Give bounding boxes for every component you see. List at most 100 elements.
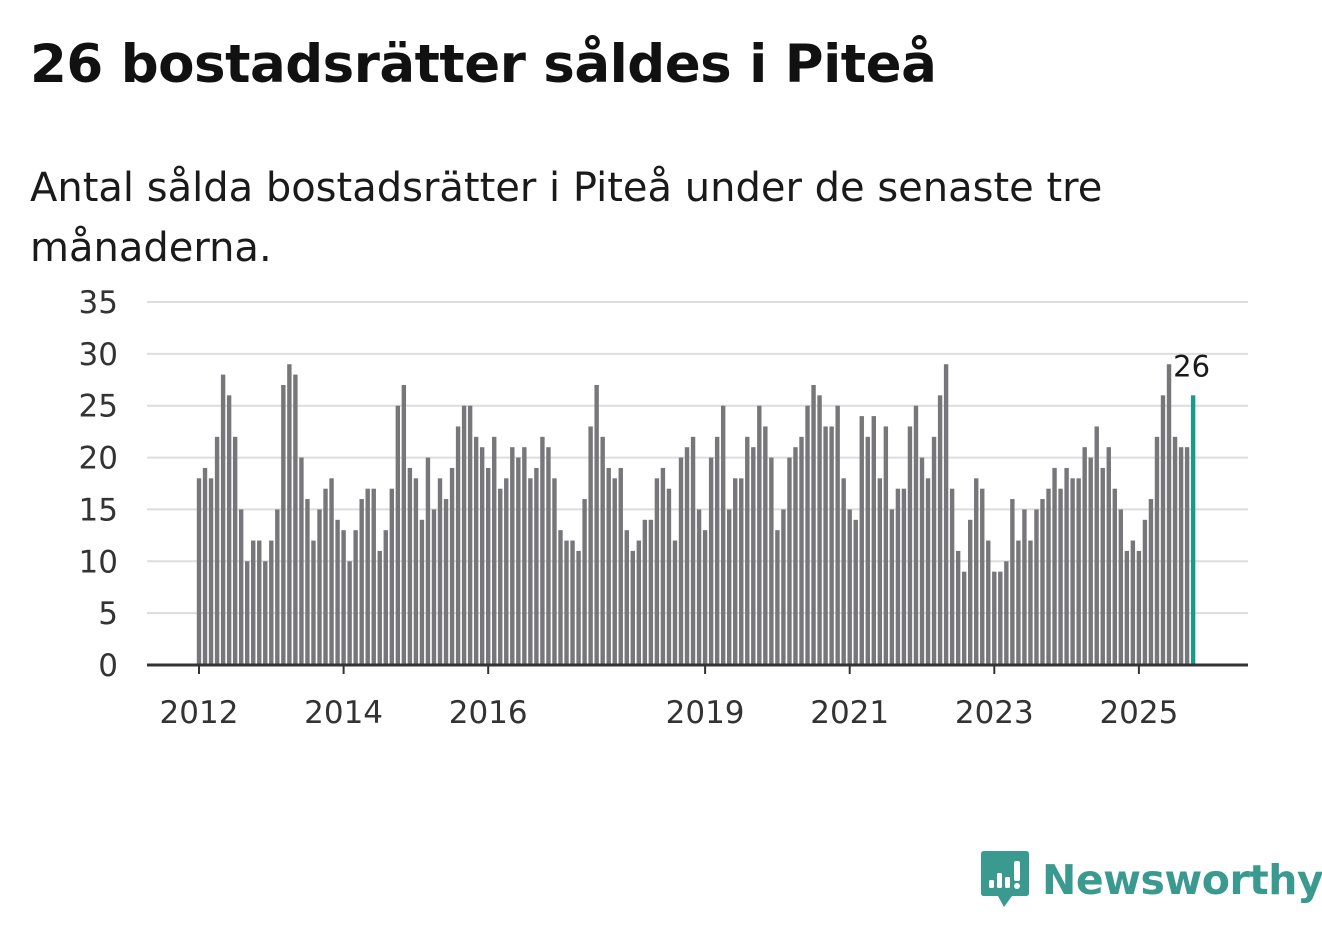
bar-154	[1124, 550, 1130, 665]
bar-74	[642, 519, 648, 665]
bar-14	[281, 384, 286, 665]
bar-94	[763, 426, 768, 665]
bar-51	[504, 478, 509, 665]
bar-80	[678, 457, 684, 665]
bar-73	[636, 540, 642, 665]
y-tick-label-0: 0	[98, 648, 118, 684]
bar-109	[853, 519, 858, 665]
bar-35	[407, 467, 413, 665]
bar-21	[323, 488, 328, 665]
bar-44	[461, 405, 467, 665]
bar-78	[666, 488, 672, 665]
bar-104	[823, 426, 828, 665]
bar-95	[769, 457, 774, 665]
bar-71	[624, 530, 629, 665]
bar-27	[359, 499, 364, 665]
bar-5	[226, 395, 232, 665]
bar-69	[612, 478, 617, 665]
bar-152	[1112, 488, 1117, 665]
bar-6	[232, 436, 238, 665]
bar-144	[1064, 467, 1069, 665]
bar-112	[871, 416, 876, 665]
bar-108	[847, 509, 852, 665]
bar-132	[992, 571, 997, 665]
bar-157	[1142, 519, 1148, 665]
bar-67	[600, 436, 605, 665]
bar-125	[949, 488, 955, 665]
bar-17	[299, 457, 304, 665]
x-tick-label-2025: 2025	[1099, 695, 1178, 731]
bar-26	[353, 530, 358, 665]
bar-65	[588, 426, 593, 665]
bar-162	[1172, 436, 1178, 665]
bar-50	[498, 488, 503, 665]
newsworthy-logo-icon	[981, 851, 1029, 907]
bar-66	[594, 384, 599, 665]
bar-165	[1190, 395, 1196, 665]
bar-45	[467, 405, 473, 665]
bar-150	[1100, 467, 1105, 665]
bar-145	[1070, 478, 1075, 665]
bar-58	[546, 447, 551, 665]
bar-11	[263, 561, 268, 665]
bar-15	[287, 364, 292, 665]
bar-149	[1094, 426, 1099, 665]
bar-60	[558, 530, 563, 665]
bar-0	[196, 478, 202, 665]
bar-111	[865, 436, 870, 665]
bar-164	[1184, 447, 1190, 665]
bar-52	[510, 447, 515, 665]
bar-158	[1148, 499, 1154, 665]
bar-138	[1028, 540, 1033, 665]
bar-64	[582, 499, 587, 665]
bar-105	[829, 426, 834, 665]
bar-83	[696, 509, 702, 665]
bar-127	[961, 571, 967, 665]
bar-33	[395, 405, 401, 665]
bar-76	[654, 478, 660, 665]
bar-134	[1004, 561, 1009, 665]
bar-81	[684, 447, 690, 665]
bar-85	[708, 457, 714, 665]
bar-39	[431, 509, 437, 665]
newsworthy-brand: Newsworthy	[980, 848, 1322, 912]
bar-62	[570, 540, 575, 665]
bar-56	[534, 467, 539, 665]
bar-147	[1082, 447, 1087, 665]
bar-32	[389, 488, 394, 665]
bar-40	[437, 478, 443, 665]
bar-117	[901, 488, 907, 665]
bar-10	[257, 540, 262, 665]
bar-47	[479, 447, 485, 665]
bar-103	[817, 395, 822, 665]
bar-126	[955, 550, 961, 665]
bar-70	[618, 467, 623, 665]
bar-142	[1052, 467, 1057, 665]
x-tick-label-2023: 2023	[955, 695, 1034, 731]
bar-86	[714, 436, 720, 665]
bar-22	[329, 478, 334, 665]
bar-146	[1076, 478, 1081, 665]
bar-113	[877, 478, 883, 665]
bar-135	[1010, 499, 1015, 665]
bar-20	[317, 509, 322, 665]
y-tick-label-15: 15	[79, 492, 118, 528]
bar-128	[968, 519, 973, 665]
bar-140	[1040, 499, 1045, 665]
bar-49	[492, 436, 497, 665]
bar-143	[1058, 488, 1063, 665]
bar-30	[377, 550, 382, 665]
bar-7	[238, 509, 244, 665]
bar-59	[552, 478, 557, 665]
bar-101	[805, 405, 810, 665]
bar-130	[980, 488, 985, 665]
bar-163	[1178, 447, 1184, 665]
bar-23	[335, 519, 340, 665]
bar-13	[275, 509, 280, 665]
bar-106	[835, 405, 840, 665]
bar-8	[245, 561, 250, 665]
x-tick-label-2019: 2019	[666, 695, 745, 731]
bar-4	[220, 374, 226, 665]
bar-75	[648, 519, 654, 665]
bar-96	[775, 530, 780, 665]
